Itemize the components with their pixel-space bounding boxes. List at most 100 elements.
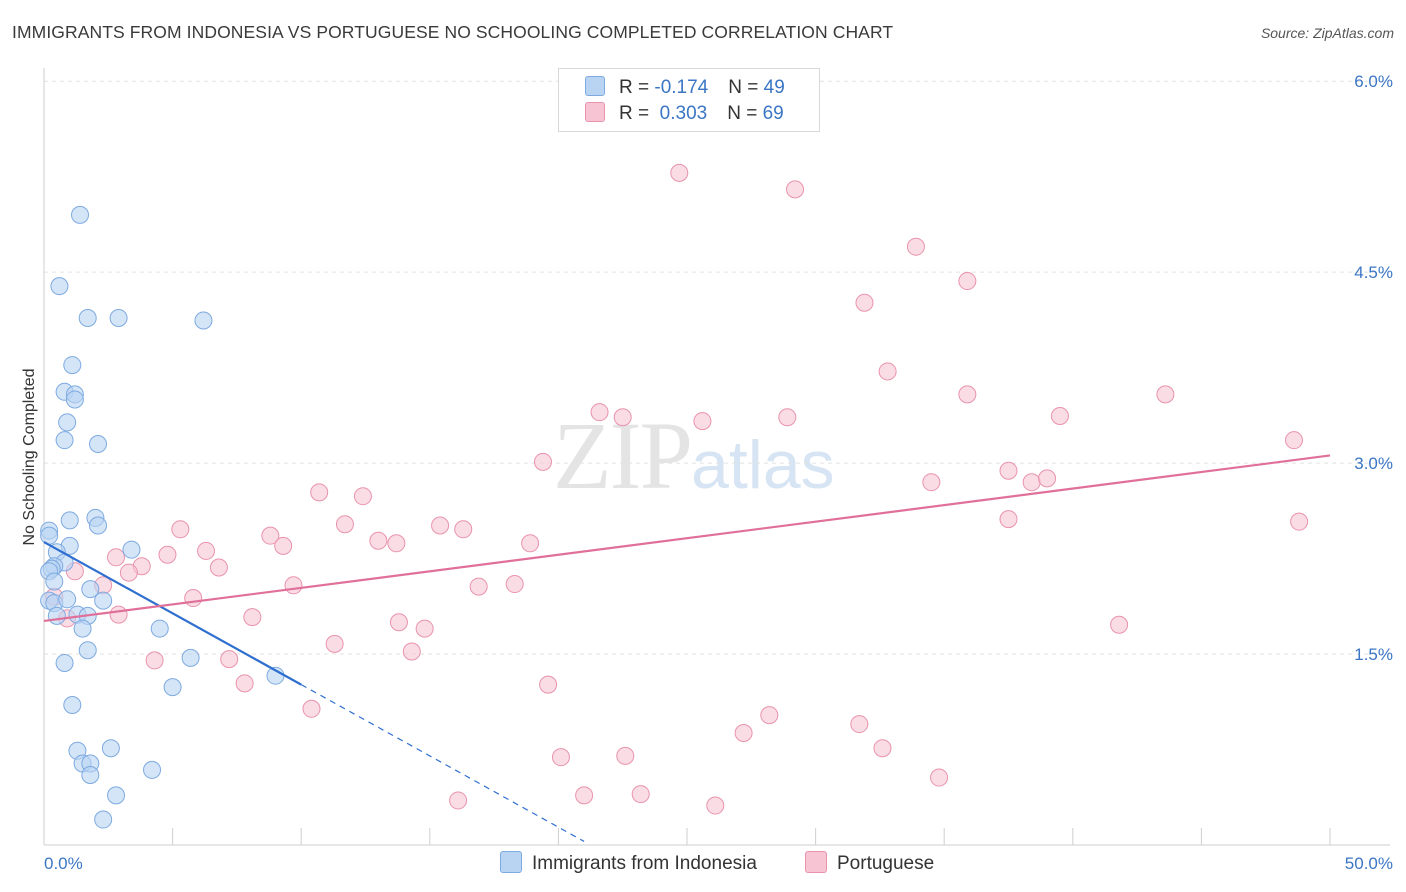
portuguese-trend-line <box>43 454 1331 623</box>
indonesia-point <box>45 572 64 591</box>
trend-lines <box>43 454 1331 842</box>
bottom-legend-indonesia: Immigrants from Indonesia <box>500 851 757 875</box>
portuguese-point <box>958 272 977 291</box>
portuguese-point <box>1022 473 1041 492</box>
y-tick-label: 3.0% <box>1354 454 1393 473</box>
portuguese-point <box>1284 431 1303 450</box>
y-tick-labels: 1.5% 3.0% 4.5% 6.0% <box>1354 72 1393 664</box>
portuguese-point <box>1156 385 1175 404</box>
legend-row-indonesia: R = -0.174 N = 49 <box>585 76 785 100</box>
blue-swatch-icon <box>585 76 605 96</box>
portuguese-point <box>209 558 228 577</box>
portuguese-point <box>533 452 552 471</box>
legend-r-label: R = <box>619 103 655 124</box>
portuguese-point <box>158 545 177 564</box>
indonesia-point <box>94 591 113 610</box>
portuguese-point <box>449 791 468 810</box>
portuguese-point <box>389 613 408 632</box>
x-tick-marks <box>43 828 1331 845</box>
portuguese-point <box>855 293 874 312</box>
portuguese-point <box>1038 469 1057 488</box>
indonesia-point <box>60 511 79 530</box>
indonesia-point <box>101 739 120 758</box>
indonesia-point <box>163 678 182 697</box>
portuguese-point <box>387 534 406 553</box>
portuguese-point <box>873 739 892 758</box>
portuguese-point <box>469 577 488 596</box>
indonesia-point <box>63 695 82 714</box>
portuguese-point <box>778 408 797 427</box>
portuguese-point <box>235 674 254 693</box>
portuguese-point <box>325 634 344 653</box>
portuguese-point <box>878 362 897 381</box>
legend-n-label: N = <box>727 103 763 124</box>
indonesia-point <box>71 205 90 224</box>
indonesia-trend-line <box>43 541 302 686</box>
indonesia-points <box>40 205 285 829</box>
portuguese-point <box>505 575 524 594</box>
portuguese-point <box>302 699 321 718</box>
indonesia-point <box>94 810 113 829</box>
x-tick-label-max: 50.0% <box>1345 854 1393 873</box>
portuguese-point <box>693 412 712 431</box>
portuguese-point <box>145 651 164 670</box>
portuguese-point <box>706 796 725 815</box>
portuguese-point <box>930 768 949 787</box>
source-credit: Source: ZipAtlas.com <box>1260 25 1394 41</box>
portuguese-point <box>431 516 450 535</box>
portuguese-point <box>261 526 280 545</box>
portuguese-point <box>369 531 388 550</box>
indonesia-point <box>55 653 74 672</box>
indonesia-point <box>73 619 92 638</box>
portuguese-point <box>220 650 239 669</box>
portuguese-point <box>1050 406 1069 425</box>
bottom-legend-portuguese: Portuguese <box>805 851 934 875</box>
legend-n-value: 49 <box>763 77 785 98</box>
portuguese-point <box>786 180 805 199</box>
portuguese-point <box>590 403 609 422</box>
indonesia-point <box>58 590 77 609</box>
portuguese-point <box>850 715 869 734</box>
indonesia-point <box>181 648 200 667</box>
portuguese-point <box>109 605 128 624</box>
watermark-atlas: atlas <box>691 427 835 503</box>
indonesia-point <box>55 431 74 450</box>
y-tick-label: 4.5% <box>1354 263 1393 282</box>
portuguese-point <box>999 510 1018 529</box>
portuguese-point <box>670 163 689 182</box>
portuguese-point <box>119 563 138 582</box>
legend-row-portuguese: R = 0.303 N = 69 <box>585 102 784 126</box>
y-axis-label: No Schooling Completed <box>21 369 38 546</box>
portuguese-point <box>284 576 303 595</box>
indonesia-point <box>65 390 84 409</box>
indonesia-point <box>122 540 141 559</box>
grid-lines <box>44 80 1390 655</box>
portuguese-point <box>760 706 779 725</box>
portuguese-point <box>107 548 126 567</box>
legend-r-label: R = <box>619 77 655 98</box>
indonesia-point <box>89 516 108 535</box>
portuguese-point <box>922 473 941 492</box>
indonesia-point <box>58 413 77 432</box>
portuguese-point <box>415 619 434 638</box>
legend-n-label: N = <box>728 77 764 98</box>
pink-swatch-icon <box>805 851 827 873</box>
portuguese-point <box>616 746 635 765</box>
portuguese-point <box>454 520 473 539</box>
indonesia-point <box>81 765 100 784</box>
portuguese-point <box>551 748 570 767</box>
portuguese-point <box>310 483 329 502</box>
portuguese-point <box>539 675 558 694</box>
portuguese-point <box>184 589 203 608</box>
indonesia-point <box>40 526 59 545</box>
indonesia-point <box>150 619 169 638</box>
portuguese-points <box>45 163 1309 815</box>
blue-swatch-icon <box>500 851 522 873</box>
portuguese-point <box>274 536 293 555</box>
indonesia-point <box>107 786 126 805</box>
portuguese-point <box>734 723 753 742</box>
portuguese-point <box>958 385 977 404</box>
indonesia-point <box>109 308 128 327</box>
bottom-legend-label: Immigrants from Indonesia <box>532 853 757 874</box>
